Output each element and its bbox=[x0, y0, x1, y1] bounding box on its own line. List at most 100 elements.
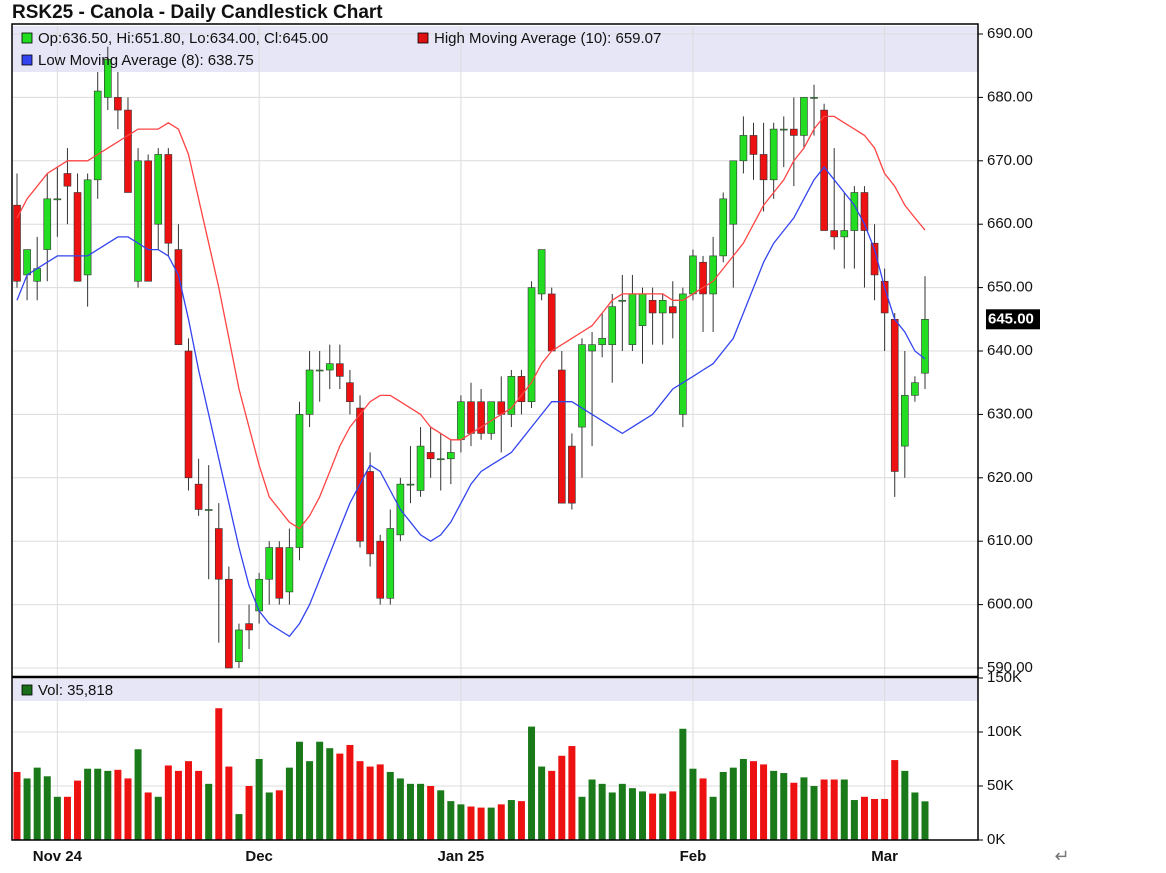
volume-bar bbox=[901, 770, 909, 840]
candle-body bbox=[73, 192, 82, 282]
candle-body bbox=[275, 547, 284, 599]
candle bbox=[386, 509, 395, 605]
volume-bar bbox=[406, 783, 414, 840]
candle bbox=[204, 465, 213, 580]
candle bbox=[608, 293, 617, 383]
candle-body bbox=[53, 198, 62, 201]
candle-body bbox=[416, 445, 425, 491]
volume-bar bbox=[144, 792, 152, 840]
candle-body bbox=[749, 135, 758, 155]
candle-body bbox=[901, 395, 909, 447]
candle bbox=[305, 351, 314, 428]
x-tick-label: Mar bbox=[871, 848, 898, 865]
candle-body bbox=[245, 623, 253, 631]
candle-body bbox=[598, 338, 606, 345]
candle-body bbox=[830, 230, 839, 238]
volume-bar bbox=[396, 778, 404, 840]
candle-body bbox=[568, 445, 576, 504]
candle-body bbox=[588, 344, 596, 352]
volume-bar bbox=[124, 778, 132, 840]
x-tick-label: Nov 24 bbox=[33, 848, 83, 865]
candle bbox=[426, 427, 435, 478]
candle bbox=[315, 351, 324, 402]
candle-body bbox=[517, 376, 526, 403]
candle bbox=[628, 274, 637, 351]
volume-bar bbox=[790, 782, 798, 840]
candle-body bbox=[154, 154, 163, 225]
candle-body bbox=[608, 306, 617, 345]
candle bbox=[547, 287, 556, 352]
volume-bar bbox=[376, 764, 384, 840]
candle bbox=[668, 281, 677, 339]
candle bbox=[679, 287, 687, 428]
volume-bar bbox=[517, 801, 525, 840]
volume-bar bbox=[104, 770, 112, 840]
candle-body bbox=[174, 249, 183, 345]
volume-bar bbox=[699, 778, 707, 840]
candle bbox=[568, 433, 576, 510]
candle-body bbox=[204, 509, 213, 511]
candle bbox=[638, 287, 647, 364]
volume-bar bbox=[215, 708, 223, 840]
volume-bar bbox=[53, 796, 61, 840]
volume-bar bbox=[306, 761, 314, 840]
candle-body bbox=[699, 261, 707, 295]
volume-bar bbox=[245, 786, 253, 840]
candle bbox=[840, 192, 849, 269]
candle bbox=[174, 224, 183, 345]
volume-bar bbox=[528, 726, 536, 840]
candle bbox=[255, 572, 263, 624]
candle bbox=[285, 528, 294, 605]
volume-bar bbox=[134, 749, 142, 840]
candle-body bbox=[527, 287, 536, 403]
candle-body bbox=[467, 401, 475, 434]
candle bbox=[406, 446, 415, 504]
candle bbox=[890, 312, 899, 497]
candle-body bbox=[214, 528, 223, 580]
candle bbox=[376, 534, 385, 605]
x-tick-label: Dec bbox=[245, 848, 273, 865]
legend-text: Vol: 35,818 bbox=[38, 682, 113, 699]
candle-body bbox=[477, 401, 485, 434]
volume-bar bbox=[326, 748, 334, 840]
candle bbox=[779, 116, 788, 168]
volume-bar bbox=[356, 761, 364, 840]
legend-text: Op:636.50, Hi:651.80, Lo:634.00, Cl:645.… bbox=[38, 30, 328, 47]
volume-bar bbox=[830, 779, 838, 840]
legend-text: Low Moving Average (8): 638.75 bbox=[38, 52, 254, 69]
volume-bar bbox=[205, 783, 213, 840]
candle bbox=[214, 503, 223, 643]
candle-body bbox=[43, 198, 52, 250]
candle bbox=[810, 84, 818, 136]
volume-legend-band bbox=[12, 679, 978, 701]
candle-body bbox=[144, 160, 152, 282]
candle bbox=[346, 370, 354, 415]
candle bbox=[618, 274, 627, 351]
volume-bar bbox=[558, 755, 566, 840]
volume-bar bbox=[639, 791, 647, 840]
volume-bar bbox=[739, 759, 747, 840]
candle bbox=[921, 276, 929, 390]
y-tick-label: 670.00 bbox=[987, 152, 1033, 169]
volume-bar bbox=[548, 770, 556, 840]
volume-bar bbox=[921, 801, 929, 840]
volume-bar bbox=[568, 746, 576, 840]
volume-bar bbox=[507, 800, 515, 840]
volume-bar bbox=[911, 792, 919, 840]
volume-bar bbox=[467, 806, 475, 840]
candle-body bbox=[93, 90, 102, 181]
candle bbox=[729, 160, 738, 288]
candle bbox=[749, 122, 758, 180]
candle bbox=[184, 338, 193, 491]
volume-bar bbox=[275, 790, 283, 840]
volume-bar bbox=[84, 768, 92, 840]
y-tick-label: 610.00 bbox=[987, 532, 1033, 549]
candle-body bbox=[487, 401, 495, 434]
candle-body bbox=[729, 160, 738, 225]
legend-swatch bbox=[21, 684, 33, 696]
candle-body bbox=[709, 255, 717, 295]
candle-body bbox=[719, 198, 728, 257]
y-tick-label: 680.00 bbox=[987, 88, 1033, 105]
candle-body bbox=[638, 293, 647, 326]
